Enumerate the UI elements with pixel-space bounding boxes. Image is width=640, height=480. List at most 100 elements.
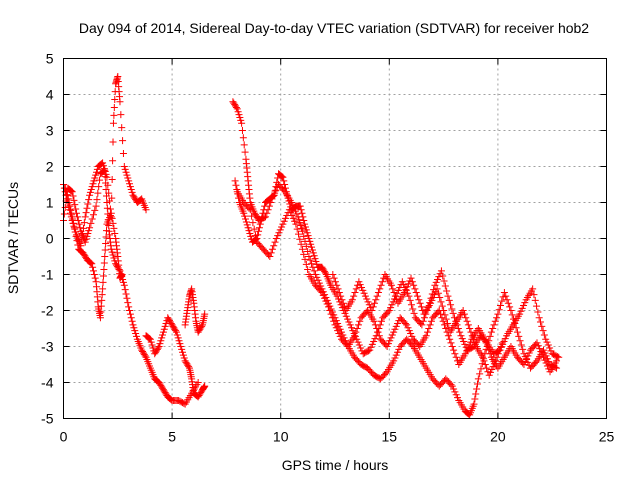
data-point: [301, 220, 309, 228]
data-point: [407, 330, 415, 338]
data-point: [391, 354, 399, 362]
data-point: [489, 363, 497, 371]
data-point: [387, 334, 395, 342]
data-point: [165, 317, 173, 325]
data-point: [349, 327, 357, 335]
data-point: [123, 171, 131, 179]
y-tick-label: -5: [41, 411, 54, 427]
data-point: [447, 301, 455, 309]
data-point: [521, 299, 529, 307]
data-point: [544, 341, 552, 349]
data-point: [279, 220, 287, 228]
data-point: [104, 181, 112, 189]
data-point: [412, 289, 420, 296]
data-point: [107, 209, 115, 217]
data-point: [355, 341, 363, 349]
data-point: [298, 227, 306, 235]
data-point: [126, 180, 134, 188]
data-point: [281, 181, 289, 188]
data-point: [515, 332, 523, 340]
data-point: [173, 331, 181, 339]
data-point: [272, 235, 280, 242]
data-point: [498, 297, 506, 305]
data-point: [447, 339, 455, 347]
data-point: [118, 124, 126, 132]
data-point: [108, 248, 116, 256]
data-point: [99, 162, 107, 170]
data-point: [131, 194, 139, 202]
data-point: [464, 344, 472, 352]
data-point: [88, 183, 96, 191]
data-point: [300, 232, 308, 240]
data-point: [86, 224, 94, 232]
data-point: [101, 168, 109, 176]
data-point: [157, 381, 165, 389]
data-point: [185, 363, 193, 371]
data-point: [303, 229, 311, 237]
data-point: [156, 340, 164, 348]
data-point: [281, 214, 289, 222]
data-point: [451, 350, 459, 358]
data-point: [530, 291, 538, 299]
data-point: [490, 321, 498, 329]
data-point: [331, 321, 339, 329]
data-point: [321, 268, 329, 276]
data-point: [109, 219, 117, 227]
data-point: [471, 395, 479, 403]
data-point: [333, 281, 341, 289]
data-point: [122, 290, 130, 298]
data-point: [194, 379, 202, 386]
data-point: [536, 345, 544, 353]
data-point: [108, 194, 116, 202]
data-point: [102, 170, 110, 178]
data-point: [60, 210, 68, 218]
data-point: [411, 285, 419, 293]
data-point: [238, 119, 246, 127]
data-point: [272, 183, 280, 191]
data-point: [479, 353, 487, 361]
y-tick-labels: -5 -4 -3 -2 -1 0 1 2 3 4 5: [41, 51, 54, 427]
data-point: [302, 260, 310, 268]
data-point: [147, 338, 155, 346]
data-point: [506, 303, 514, 311]
data-point: [101, 246, 109, 254]
data-point: [99, 285, 107, 293]
data-point: [492, 357, 500, 365]
data-point: [310, 267, 318, 275]
data-point: [87, 219, 95, 227]
data-point: [174, 334, 182, 342]
data-point: [100, 259, 108, 267]
data-point: [299, 213, 307, 221]
data-point: [364, 298, 372, 306]
data-point: [454, 394, 462, 402]
data-point: [310, 252, 318, 260]
data-point: [487, 328, 495, 336]
data-point: [384, 340, 392, 348]
data-point: [70, 196, 78, 204]
data-point: [398, 278, 406, 286]
data-point: [72, 205, 80, 213]
data-point: [532, 358, 540, 366]
data-points: [60, 73, 563, 419]
data-point: [392, 322, 400, 330]
data-point: [194, 328, 202, 336]
data-point: [470, 400, 478, 408]
data-point: [488, 366, 496, 374]
data-point: [321, 294, 329, 302]
data-point: [496, 346, 504, 354]
data-point: [480, 357, 488, 365]
data-point: [121, 165, 129, 173]
data-point: [524, 352, 532, 360]
x-tick-label: 0: [60, 429, 68, 445]
data-point: [73, 237, 81, 245]
data-point: [494, 350, 502, 358]
data-point: [442, 315, 450, 323]
data-point: [80, 219, 88, 227]
data-point: [451, 388, 459, 396]
data-point: [403, 283, 411, 291]
data-point: [110, 111, 118, 119]
data-point: [172, 328, 180, 336]
data-point: [418, 321, 426, 329]
data-point: [95, 183, 103, 191]
